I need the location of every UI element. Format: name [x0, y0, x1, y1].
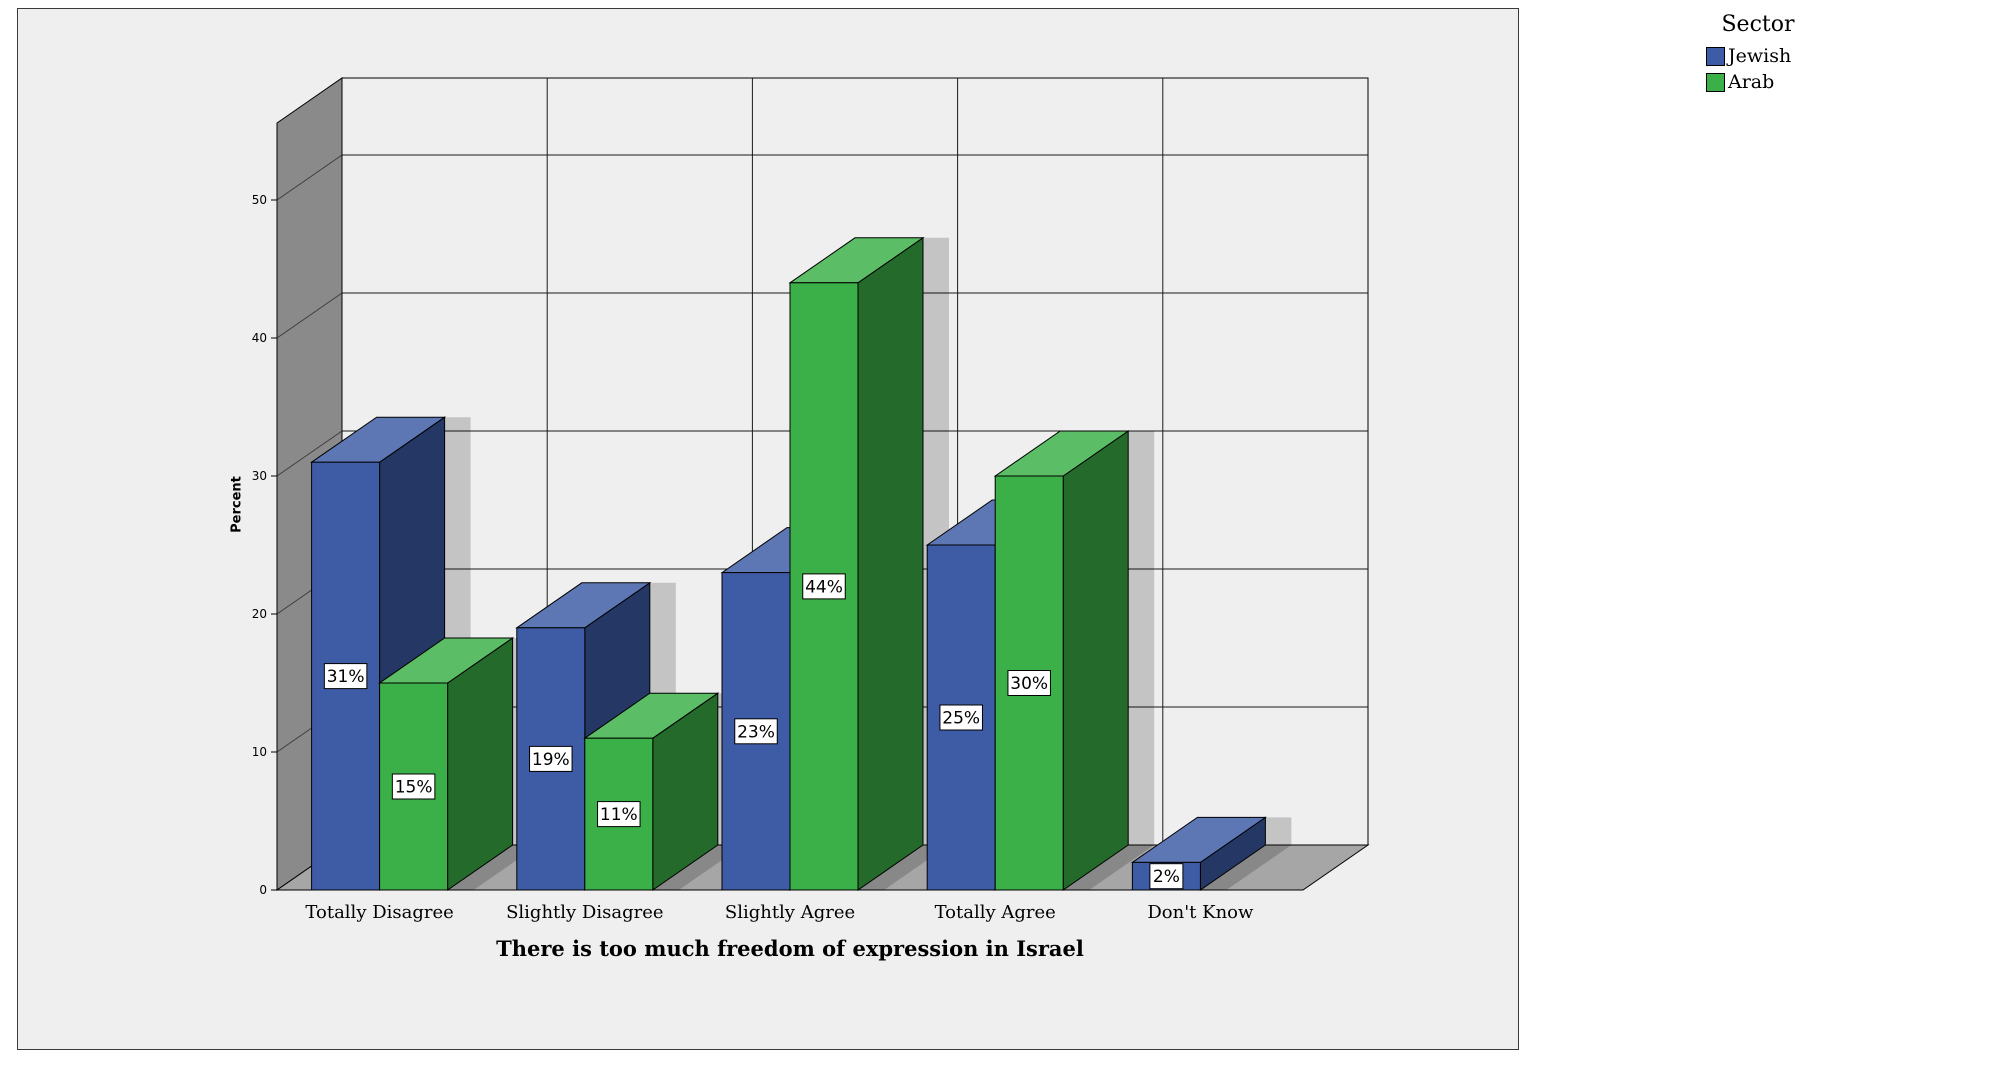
legend-entry-arab: Arab — [1706, 69, 1836, 95]
chart-legend: Sector Jewish Arab — [1706, 12, 1836, 95]
category-label: Slightly Agree — [725, 902, 855, 923]
category-label: Slightly Disagree — [506, 902, 663, 923]
bar-value-label-box — [939, 704, 983, 731]
y-tick-label: 10 — [252, 745, 267, 759]
bar-side-face — [857, 236, 924, 891]
bar-value-label-box — [734, 718, 778, 745]
bar-value-label-box — [802, 573, 846, 600]
category-label: Totally Disagree — [305, 902, 453, 923]
bar-value-label: 11% — [600, 805, 638, 825]
bar-side-face — [1062, 430, 1129, 891]
bar-value-label-box — [529, 745, 573, 772]
y-tick-label: 50 — [252, 193, 267, 207]
bar-value-label: 23% — [737, 722, 775, 742]
bar-value-label-box — [391, 773, 436, 800]
bar-value-label-box — [1007, 670, 1051, 696]
category-label: Totally Agree — [935, 902, 1056, 923]
bar-value-label: 2% — [1153, 867, 1180, 887]
y-axis-title: Percent — [229, 476, 245, 533]
legend-swatch-arab-icon — [1706, 72, 1725, 92]
legend-label-arab: Arab — [1728, 70, 1775, 93]
y-tick-label: 30 — [252, 469, 267, 483]
legend-title: Sector — [1721, 12, 1795, 37]
bar-value-label-box — [597, 801, 641, 828]
bar-value-label: 15% — [395, 778, 433, 798]
bar-value-label-box — [323, 663, 368, 690]
y-tick-label: 0 — [259, 883, 267, 897]
legend-swatch-jewish-icon — [1706, 46, 1725, 66]
x-axis-title: There is too much freedom of expression … — [496, 936, 1084, 961]
bar-value-label: 19% — [532, 750, 570, 770]
bar-value-label: 25% — [942, 709, 980, 729]
y-tick-label: 20 — [252, 607, 267, 621]
legend-label-jewish: Jewish — [1728, 44, 1792, 67]
bar-value-label-box — [1149, 863, 1184, 890]
wall-grid-line — [276, 292, 343, 339]
category-label: Don't Know — [1147, 902, 1254, 923]
y-tick-label: 40 — [252, 331, 267, 345]
bar-value-label: 30% — [1010, 674, 1048, 694]
wall-grid-line — [276, 154, 343, 201]
wall-grid-line — [276, 430, 343, 477]
legend-entry-jewish: Jewish — [1706, 43, 1836, 69]
bar-value-label: 31% — [327, 667, 365, 687]
bar-value-label: 44% — [805, 577, 843, 597]
